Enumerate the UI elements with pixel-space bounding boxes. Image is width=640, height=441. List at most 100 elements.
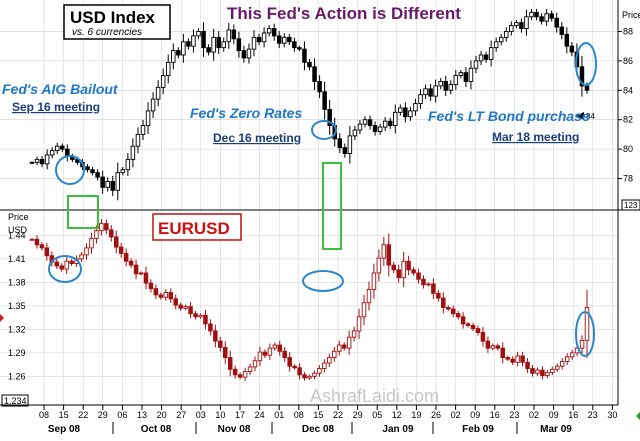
usd-index-title: USD Index bbox=[70, 8, 156, 27]
usd-candle bbox=[539, 13, 544, 25]
eurusd-candle bbox=[178, 302, 183, 311]
x-day-label: 15 bbox=[313, 410, 323, 420]
usd-candle bbox=[519, 18, 524, 33]
eurusd-candle bbox=[29, 238, 35, 241]
x-day-label: 09 bbox=[549, 410, 559, 420]
eurusd-candle bbox=[555, 363, 560, 373]
eurusd-candle bbox=[530, 365, 535, 377]
eurusd-candle bbox=[213, 324, 218, 348]
eurusd-tick-label: 1.41 bbox=[8, 254, 26, 264]
usd-candle bbox=[110, 175, 115, 196]
usd-candle bbox=[130, 138, 136, 168]
eurusd-candle bbox=[208, 319, 213, 336]
price-axis: Price bbox=[617, 0, 640, 405]
eurusd-candle bbox=[327, 353, 332, 367]
usd-candle bbox=[372, 121, 378, 136]
usd-candle bbox=[216, 31, 221, 54]
usd-candle bbox=[246, 43, 252, 64]
eurusd-candle bbox=[411, 267, 416, 276]
usd-candle bbox=[95, 169, 100, 181]
x-day-label: 29 bbox=[353, 410, 363, 420]
usd-candle bbox=[403, 102, 408, 123]
x-day-label: 17 bbox=[235, 410, 245, 420]
eurusd-candle bbox=[168, 288, 173, 304]
eurusd-candle bbox=[69, 258, 74, 266]
usd-candle bbox=[493, 37, 499, 52]
eurusd-candle bbox=[446, 305, 451, 311]
x-day-label: 20 bbox=[157, 410, 167, 420]
usd-candle bbox=[191, 29, 196, 53]
usd-candle bbox=[453, 69, 459, 91]
usd-candle bbox=[145, 102, 151, 135]
x-month-label: Jan 09 bbox=[382, 424, 414, 435]
x-day-label: 22 bbox=[333, 410, 343, 420]
eurusd-candle bbox=[465, 321, 471, 328]
usd-tick-label: 78 bbox=[623, 174, 633, 184]
x-month-label: Dec 08 bbox=[302, 424, 335, 435]
eurusd-candle bbox=[376, 249, 382, 282]
x-day-label: 23 bbox=[588, 410, 598, 420]
usd-candle bbox=[559, 22, 565, 40]
eurusd-tick-label: 1.29 bbox=[8, 348, 26, 358]
eurusd-tick-label: 1.35 bbox=[8, 301, 26, 311]
x-day-label: 08 bbox=[39, 410, 49, 420]
x-day-label: 02 bbox=[529, 410, 539, 420]
usd-candle bbox=[337, 133, 343, 154]
highlight-shapes bbox=[48, 42, 597, 357]
svg-text:123: 123 bbox=[624, 201, 638, 210]
x-day-label: 29 bbox=[98, 410, 108, 420]
eurusd-candle bbox=[520, 351, 525, 367]
usd-candle bbox=[413, 98, 418, 116]
eurusd-candle bbox=[490, 343, 496, 351]
eurusd-candle bbox=[79, 251, 84, 262]
usd-candle bbox=[408, 106, 413, 121]
eurusd-candle bbox=[138, 271, 144, 276]
usd-candle bbox=[347, 125, 353, 164]
eurusd-candle bbox=[183, 304, 188, 311]
eurusd-candle bbox=[396, 264, 401, 283]
usd-tick-label: 80 bbox=[623, 144, 633, 154]
usd-candle bbox=[327, 100, 332, 135]
usd-candle bbox=[34, 156, 40, 166]
eurusd-candle bbox=[109, 225, 114, 242]
usd-candle bbox=[443, 75, 448, 96]
eurusd-yticks: 1.26 1.29 1.32 1.35 1.38 1.41 1.44 bbox=[8, 230, 26, 381]
eurusd-candle bbox=[346, 330, 352, 355]
eurusd-candle bbox=[143, 266, 149, 290]
usd-candle bbox=[483, 51, 489, 63]
usd-index-title-box: USD Index vs. 6 currencies bbox=[63, 4, 171, 40]
usd-candle bbox=[266, 25, 272, 37]
usd-candle bbox=[201, 22, 206, 57]
usd-dec-ellipse bbox=[311, 120, 337, 140]
usd-candle bbox=[49, 147, 55, 159]
usd-last-price-marker: 84 bbox=[576, 112, 595, 121]
usd-candle bbox=[322, 81, 327, 120]
eurusd-dec-ellipse bbox=[302, 270, 344, 292]
x-day-label: 15 bbox=[59, 410, 69, 420]
eurusd-left-marker bbox=[0, 314, 4, 322]
eurusd-candle bbox=[307, 374, 312, 380]
usd-candle bbox=[271, 23, 277, 41]
usd-candle bbox=[463, 67, 469, 88]
usd-tick-label: 84 bbox=[623, 85, 633, 95]
x-day-label: 12 bbox=[392, 410, 402, 420]
usd-candle bbox=[261, 27, 267, 48]
eurusd-candle bbox=[381, 236, 387, 266]
eurusd-candle bbox=[569, 349, 575, 360]
usd-candle bbox=[458, 69, 464, 79]
eurusd-candle bbox=[336, 340, 342, 356]
eurusd-candle bbox=[401, 251, 406, 288]
eurusd-candle bbox=[153, 284, 159, 300]
eurusd-candle bbox=[39, 242, 45, 251]
usd-index-subtitle: vs. 6 currencies bbox=[72, 27, 142, 38]
eurusd-candle bbox=[351, 326, 357, 342]
usd-candle bbox=[398, 104, 403, 116]
usd-candle bbox=[433, 79, 438, 103]
usd-candle bbox=[418, 89, 423, 110]
usd-candle bbox=[206, 44, 211, 56]
eurusd-candle bbox=[227, 350, 233, 377]
usd-candle bbox=[231, 24, 237, 45]
eurusd-candle bbox=[317, 365, 322, 377]
usd-candle bbox=[564, 27, 570, 54]
usd-candle bbox=[211, 28, 216, 61]
